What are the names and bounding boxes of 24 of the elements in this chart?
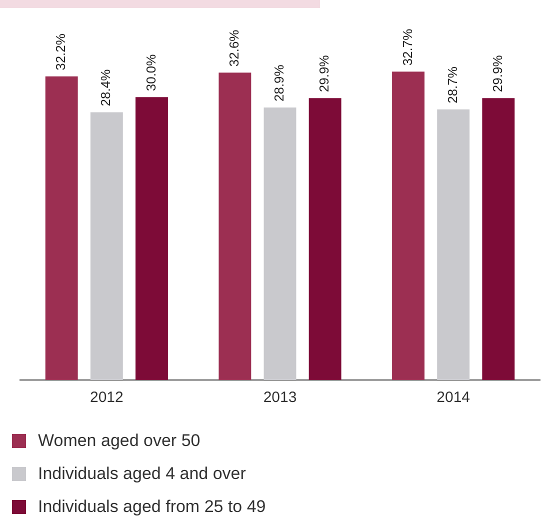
data-label: 32.7%: [400, 28, 415, 66]
bar: [437, 109, 470, 380]
bar: [308, 98, 342, 380]
data-label: 28.4%: [98, 68, 114, 106]
data-label: 29.9%: [316, 54, 332, 92]
legend-label: Women aged over 50: [38, 430, 200, 450]
x-tick-label: 2014: [436, 389, 470, 406]
x-tick-label: 2013: [263, 389, 297, 406]
data-label: 30.0%: [143, 54, 158, 92]
bar: [482, 98, 515, 380]
bar: [45, 76, 78, 380]
bar: [392, 72, 424, 380]
data-label: 29.9%: [490, 54, 505, 92]
legend-label: Individuals aged from 25 to 49: [38, 496, 266, 516]
data-label: 28.7%: [444, 66, 460, 104]
data-label: 28.9%: [272, 64, 287, 102]
bar: [136, 97, 168, 380]
bar: [218, 72, 252, 380]
data-label: 32.6%: [226, 29, 242, 67]
data-label: 32.2%: [53, 33, 68, 70]
bar: [90, 112, 123, 380]
legend-label: Individuals aged 4 and over: [38, 464, 246, 484]
x-tick-label: 2012: [90, 389, 124, 406]
bar: [264, 108, 296, 380]
